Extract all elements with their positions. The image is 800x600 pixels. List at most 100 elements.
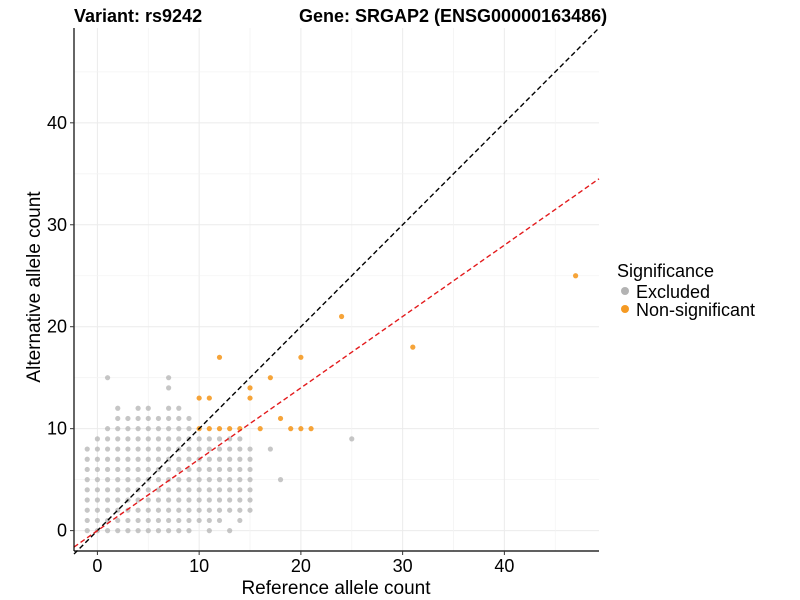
excluded-point [237, 517, 243, 524]
excluded-point [104, 528, 111, 534]
excluded-point [94, 477, 101, 483]
excluded-point [94, 497, 101, 503]
excluded-point [227, 528, 233, 534]
excluded-point [186, 517, 192, 524]
excluded-point [145, 426, 151, 432]
excluded-point [186, 487, 192, 493]
excluded-point [104, 507, 111, 513]
nonsignificant-point [410, 344, 416, 350]
excluded-point [186, 528, 192, 534]
excluded-point [186, 446, 192, 452]
excluded-point [125, 528, 131, 534]
excluded-point [206, 487, 212, 493]
excluded-point [247, 446, 253, 452]
excluded-point [176, 436, 182, 442]
excluded-point [176, 517, 182, 524]
excluded-point [115, 415, 121, 422]
excluded-point [237, 446, 243, 452]
y-tick-label: 0 [57, 521, 67, 541]
excluded-point [216, 446, 223, 452]
excluded-point [267, 446, 273, 452]
excluded-point [84, 507, 90, 513]
excluded-point [206, 497, 212, 503]
excluded-point [104, 466, 111, 473]
excluded-point [186, 415, 192, 422]
axes [73, 28, 599, 552]
legend: Significance Excluded Non-significant [617, 261, 755, 320]
excluded-point [94, 456, 101, 462]
excluded-point [237, 497, 243, 503]
grid-lines [74, 28, 599, 551]
excluded-point [84, 456, 90, 462]
excluded-point [247, 497, 253, 503]
excluded-point [247, 507, 253, 513]
excluded-point [135, 415, 141, 422]
excluded-point [196, 507, 202, 513]
excluded-point [196, 517, 202, 524]
excluded-point [145, 456, 151, 462]
excluded-point [125, 446, 131, 452]
excluded-point [145, 497, 151, 503]
excluded-point [104, 497, 111, 503]
legend-nonsignificant-key [621, 305, 629, 313]
excluded-point [166, 415, 172, 422]
excluded-point [176, 426, 182, 432]
data-points [84, 273, 579, 534]
excluded-point [125, 466, 131, 473]
red-reference-line [73, 178, 600, 548]
excluded-point [196, 487, 202, 493]
excluded-point [94, 466, 101, 473]
excluded-point [227, 456, 233, 462]
excluded-point [216, 507, 223, 513]
excluded-point [115, 446, 121, 452]
excluded-point [166, 426, 172, 432]
excluded-point [176, 477, 182, 483]
excluded-point [104, 426, 111, 432]
excluded-point [216, 477, 223, 483]
gene-title: Gene: SRGAP2 (ENSG00000163486) [299, 6, 607, 26]
excluded-point [166, 405, 172, 411]
excluded-point [247, 477, 253, 483]
nonsignificant-point [572, 273, 579, 279]
excluded-point [115, 517, 121, 524]
excluded-point [104, 446, 111, 452]
excluded-point [125, 517, 131, 524]
excluded-point [196, 497, 202, 503]
excluded-point [196, 477, 202, 483]
nonsignificant-point [288, 426, 294, 432]
excluded-point [115, 426, 121, 432]
legend-nonsignificant-label: Non-significant [636, 300, 755, 320]
excluded-point [135, 456, 141, 462]
x-tick-label: 10 [189, 556, 209, 576]
excluded-point [176, 456, 182, 462]
excluded-point [206, 507, 212, 513]
excluded-point [227, 466, 233, 473]
excluded-point [155, 456, 162, 462]
excluded-point [206, 517, 212, 524]
excluded-point [115, 477, 121, 483]
excluded-point [206, 477, 212, 483]
excluded-point [206, 466, 212, 473]
x-axis-label: Reference allele count [241, 578, 431, 599]
nonsignificant-point [298, 354, 304, 360]
y-axis-label: Alternative allele count [24, 191, 45, 383]
excluded-point [247, 487, 253, 493]
excluded-point [104, 477, 111, 483]
excluded-point [135, 517, 141, 524]
reference-lines [73, 27, 600, 555]
excluded-point [237, 487, 243, 493]
excluded-point [155, 517, 162, 524]
excluded-point [196, 466, 202, 473]
excluded-point [155, 426, 162, 432]
nonsignificant-point [257, 426, 263, 432]
excluded-point [125, 415, 131, 422]
excluded-point [145, 487, 151, 493]
excluded-point [135, 477, 141, 483]
excluded-point [206, 436, 212, 442]
excluded-point [84, 497, 90, 503]
excluded-point [104, 436, 111, 442]
excluded-point [145, 466, 151, 473]
excluded-point [115, 528, 121, 534]
nonsignificant-point [247, 395, 253, 401]
excluded-point [155, 446, 162, 452]
